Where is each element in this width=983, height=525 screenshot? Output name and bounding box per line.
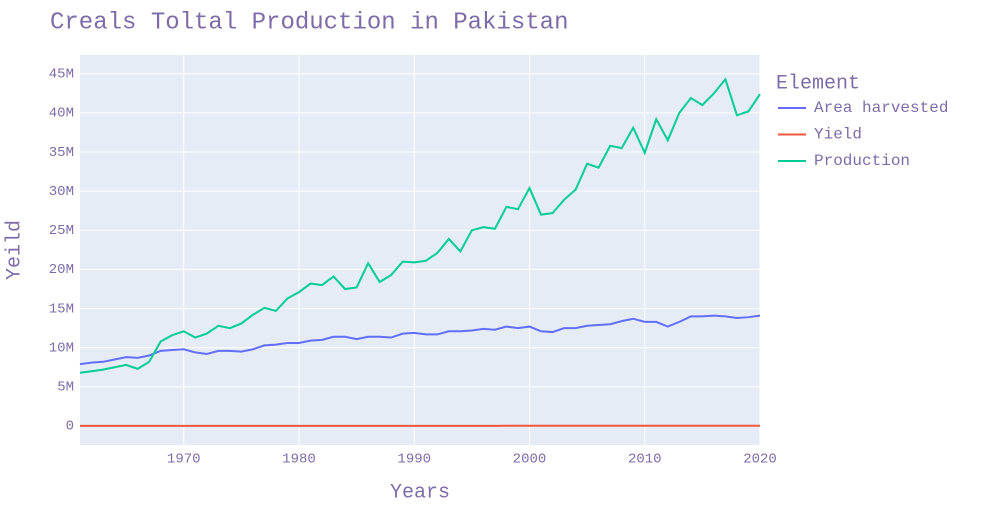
legend-title: Element — [776, 72, 860, 95]
y-tick-label: 45M — [49, 66, 74, 82]
chart-title: Creals Toltal Production in Pakistan — [50, 9, 568, 36]
y-tick-label: 35M — [49, 145, 74, 161]
x-tick-label: 2000 — [513, 452, 547, 468]
y-tick-label: 30M — [49, 184, 74, 200]
series-line — [79, 314, 761, 366]
y-tick-label: 5M — [57, 380, 74, 396]
series-line — [79, 77, 761, 374]
x-axis-title: Years — [390, 481, 450, 504]
x-tick-label: 2010 — [628, 452, 662, 468]
legend-label: Production — [814, 152, 910, 170]
y-tick-label: 10M — [49, 340, 74, 356]
legend-label: Area harvested — [814, 99, 948, 117]
x-tick-label: 1980 — [282, 452, 316, 468]
y-tick-label: 15M — [49, 301, 74, 317]
y-tick-label: 25M — [49, 223, 74, 239]
y-tick-label: 0 — [66, 419, 74, 435]
legend-label: Yield — [814, 126, 862, 144]
x-tick-label: 1990 — [397, 452, 431, 468]
x-tick-label: 1970 — [167, 452, 201, 468]
plot-area — [80, 55, 760, 445]
y-tick-label: 40M — [49, 106, 74, 122]
y-axis-title: Yeild — [3, 220, 26, 280]
lines — [79, 77, 761, 427]
y-tick-label: 20M — [49, 262, 74, 278]
x-tick-label: 2020 — [743, 452, 777, 468]
grid — [80, 55, 761, 445]
